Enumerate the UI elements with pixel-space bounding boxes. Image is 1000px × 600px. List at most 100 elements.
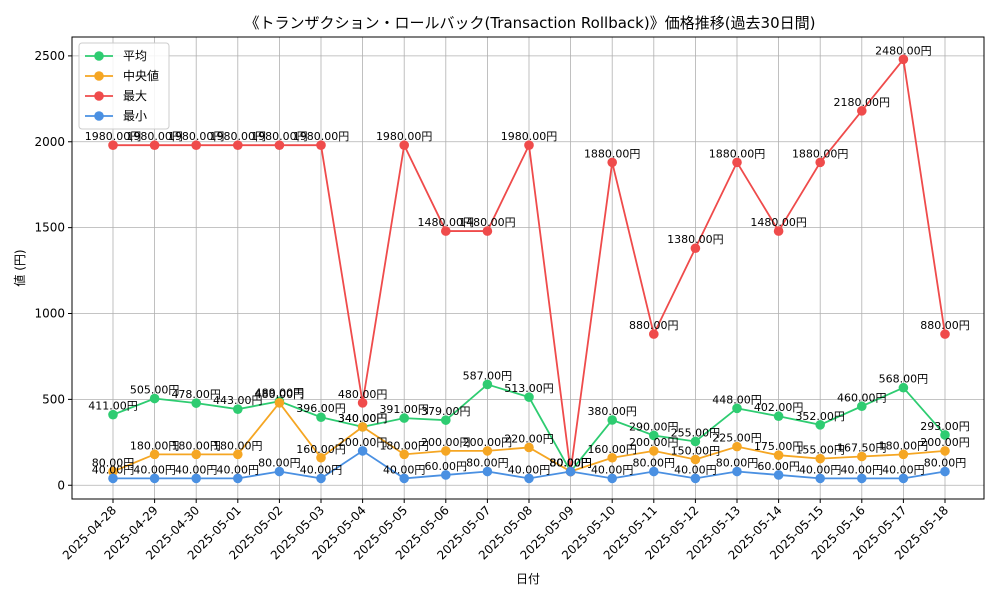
legend-marker [94,111,104,121]
legend-marker [94,51,104,61]
data-point [233,449,243,460]
data-point [233,140,243,151]
data-label: 180.00円 [379,439,429,452]
data-point [482,466,493,477]
data-label: 80.00円 [924,457,967,470]
data-label: 40.00円 [591,463,634,476]
data-point [108,409,118,420]
data-point [773,470,784,480]
data-label: 340.00円 [338,412,388,425]
data-label: 40.00円 [841,463,884,476]
data-point [649,430,659,441]
data-label: 880.00円 [629,319,679,332]
data-label: 40.00円 [217,463,260,476]
data-label: 489.00円 [255,386,305,399]
series-最小 [108,446,950,484]
data-label: 220.00円 [504,432,554,445]
data-point [357,422,368,432]
data-point [399,473,410,484]
data-label: 1480.00円 [750,216,807,229]
data-label: 80.00円 [466,457,509,470]
data-label: 1380.00円 [667,233,724,246]
data-point [149,449,160,460]
x-ticks: 2025-04-282025-04-292025-04-302025-05-01… [60,499,951,562]
data-label: 379.00円 [421,405,471,418]
data-label: 1980.00円 [501,130,558,143]
data-label: 2480.00円 [875,44,932,57]
series-lines [108,54,950,484]
data-label: 80.00円 [716,457,759,470]
data-label: 80.00円 [549,457,592,470]
data-label: 40.00円 [882,463,925,476]
data-label: 200.00円 [338,436,388,449]
data-point [191,140,201,151]
data-label: 480.00円 [338,388,388,401]
data-label: 200.00円 [421,436,471,449]
data-point [565,466,576,477]
data-point [441,446,451,456]
data-label: 40.00円 [175,463,218,476]
data-label: 1880.00円 [792,147,849,160]
data-point [191,398,201,408]
data-point [441,226,451,236]
data-label: 80.00円 [549,457,592,470]
data-label: 60.00円 [425,460,468,473]
y-tick-label: 2000 [34,135,65,149]
y-tick-label: 500 [42,392,65,406]
data-point [357,446,368,456]
data-label: 160.00円 [296,443,346,456]
data-point [108,140,118,151]
legend-label: 平均 [123,49,147,63]
y-tick-label: 0 [57,478,65,492]
data-point [149,140,160,151]
data-label: 352.00円 [795,410,845,423]
data-label: 40.00円 [799,463,842,476]
data-point [108,466,118,477]
data-label: 80.00円 [633,457,676,470]
data-point [732,403,742,414]
data-point [316,140,326,151]
data-label: 180.00円 [879,439,929,452]
data-point [607,473,617,484]
data-label: 80.00円 [258,457,301,470]
data-label: 255.00円 [671,426,721,439]
data-point [649,446,659,456]
data-label: 391.00円 [379,403,429,416]
data-point [149,393,160,404]
data-point [815,157,825,168]
data-label: 460.00円 [837,391,887,404]
chart-title: 《トランザクション・ロールバック(Transaction Rollback)》価… [245,14,816,32]
legend-box [78,42,170,130]
data-point [357,398,368,408]
data-label: 443.00円 [213,394,263,407]
data-label: 1480.00円 [459,216,516,229]
data-point [690,243,701,254]
data-label: 293.00円 [920,420,970,433]
data-point [191,449,201,460]
data-point [607,415,617,425]
data-label: 225.00円 [712,432,762,445]
data-point [815,453,825,464]
data-label: 880.00円 [920,319,970,332]
data-point [857,401,867,412]
data-label: 396.00円 [296,402,346,415]
data-point [690,454,701,465]
data-point [857,451,867,462]
data-label: 1980.00円 [251,130,308,143]
data-point [524,473,534,484]
data-point [524,392,534,402]
data-label: 150.00円 [671,444,721,457]
data-point [607,452,617,463]
data-label: 587.00円 [463,369,513,382]
data-label: 40.00円 [300,463,343,476]
data-point [524,442,534,453]
data-label: 290.00円 [629,420,679,433]
data-label: 40.00円 [92,463,135,476]
data-label: 480.00円 [255,388,305,401]
data-point [399,449,410,460]
data-label: 40.00円 [133,463,176,476]
data-label: 513.00円 [504,382,554,395]
data-point [441,470,451,480]
